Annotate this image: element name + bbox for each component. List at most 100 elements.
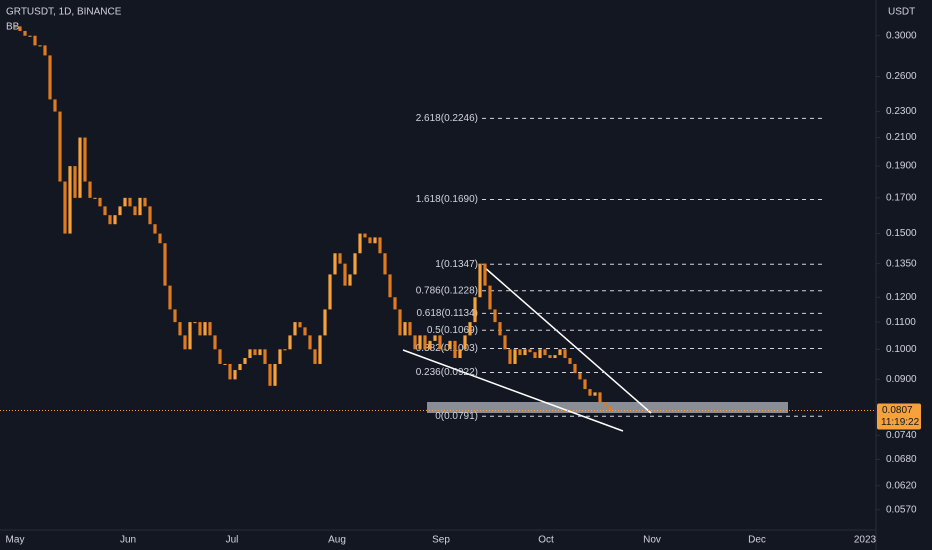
candle [598,392,602,403]
candle [143,197,147,207]
candle [93,197,97,199]
candle [158,233,162,244]
x-tick-label: Sep [432,535,450,546]
candle [168,285,172,310]
candle [173,309,177,323]
candle [428,340,432,350]
candle [218,349,222,364]
candle [268,363,272,386]
x-tick-label: 2023 [854,535,877,546]
chart-title: GRTUSDT, 1D, BINANCE [6,7,122,18]
candle [318,335,322,364]
x-tick-label: Aug [328,535,346,546]
candle [608,405,612,411]
candle [163,243,167,286]
fib-label: 2.618(0.2246) [416,113,478,124]
candle [538,349,542,359]
candle [438,335,442,350]
fib-label: 0.236(0.0922) [416,367,478,378]
candle [43,45,47,56]
candle [228,363,232,380]
fib-label: 0.5(0.1069) [427,325,478,336]
candle [78,137,82,198]
candle [263,349,267,364]
candle [453,340,457,359]
countdown: 11:19:22 [881,417,920,428]
candle [513,349,517,364]
candle [558,349,562,356]
candle [578,373,582,380]
candle [338,253,342,264]
candle [563,349,567,359]
trend-line [402,349,624,432]
x-tick-label: Nov [643,535,661,546]
candle [468,322,472,336]
y-tick-label: 0.2300 [886,106,917,117]
fib-label: 0(0.0791) [435,411,478,422]
y-tick-label: 0.0570 [886,504,917,515]
candle [508,349,512,364]
candle [443,349,447,351]
fib-label: 0.786(0.1228) [416,285,478,296]
candle [213,335,217,350]
fib-label: 1(0.1347) [435,259,478,270]
candle [148,206,152,225]
candle [153,224,157,234]
candle [603,402,607,406]
x-tick-label: Oct [538,535,554,546]
candle [33,35,37,46]
candle [498,322,502,336]
candle [328,274,332,310]
y-tick-label: 0.1100 [886,317,916,328]
candle [378,237,382,254]
candle [353,253,357,275]
candle [88,181,92,198]
candle [298,322,302,328]
candle [573,363,577,374]
candle [458,349,462,359]
candle [223,363,227,365]
candle [58,111,62,182]
y-tick-label: 0.1700 [886,192,917,203]
candle [423,335,427,350]
candle [18,26,22,32]
candle [193,322,197,324]
candle [503,335,507,350]
y-tick-label: 0.1500 [886,228,917,239]
candle [238,363,242,371]
candle [493,309,497,323]
y-tick-label: 0.1000 [886,344,917,355]
candle [243,358,247,364]
candle [548,355,552,359]
candle [248,349,252,359]
candle [48,55,52,100]
candle [398,309,402,336]
candle [478,263,482,298]
y-tick-label: 0.1350 [886,258,917,269]
y-tick-label: 0.2600 [886,71,917,82]
candle [348,274,352,286]
candle [253,349,257,356]
y-tick-label: 0.0680 [886,454,917,465]
candle [533,352,537,359]
candle [183,335,187,350]
candle [523,349,527,356]
fib-label: 1.618(0.1690) [416,194,478,205]
candle [23,31,27,36]
candle [583,379,587,390]
candle [448,340,452,350]
candle [278,349,282,364]
candle [273,363,277,386]
candle [473,297,477,323]
candle [108,215,112,225]
fib-label: 0.382(0.1003) [416,343,478,354]
candle [283,349,287,351]
candle [288,335,292,350]
candle [123,197,127,207]
candle [483,263,487,286]
candle [128,197,132,207]
candle [593,392,597,396]
